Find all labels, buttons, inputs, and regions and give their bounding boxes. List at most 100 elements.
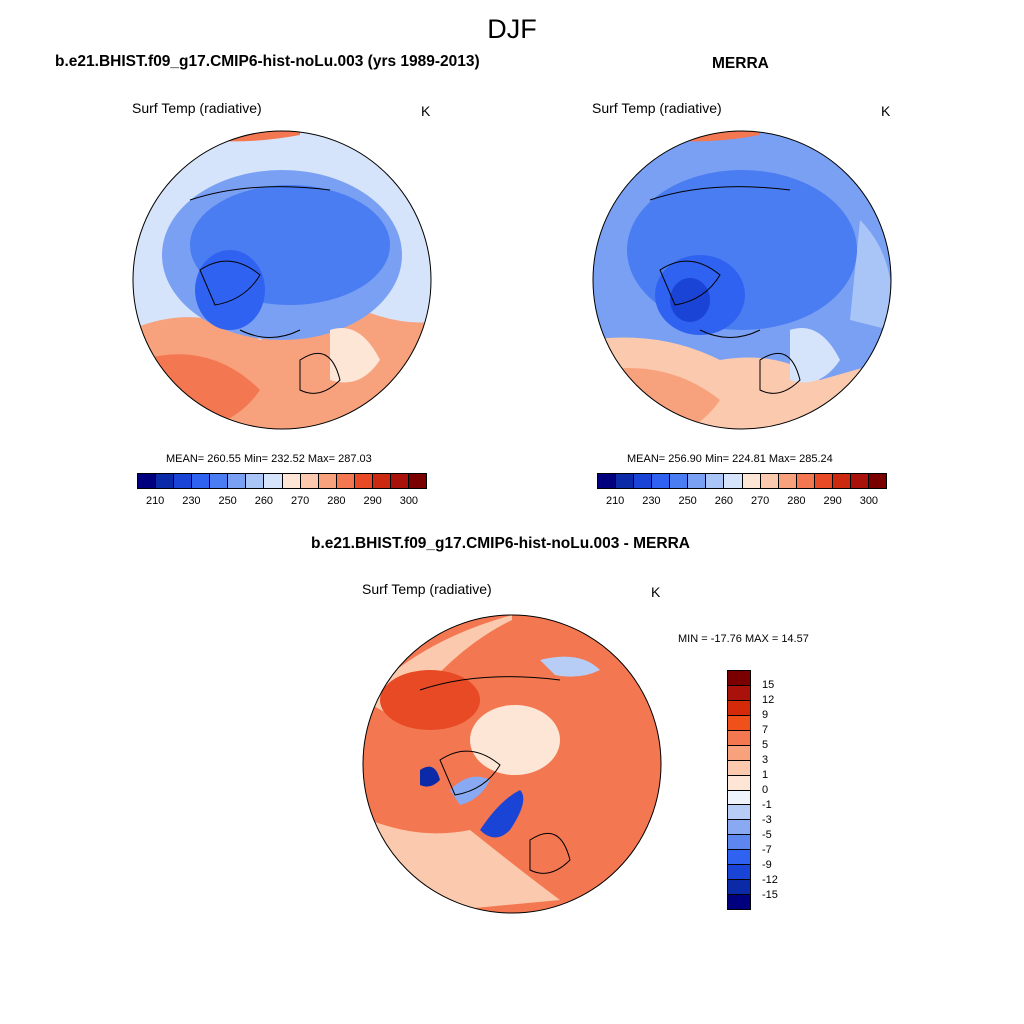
obs-stats: MEAN= 256.90 Min= 224.81 Max= 285.24 [627, 453, 833, 465]
diff-colorbar-swatch [728, 880, 750, 896]
diff-colorbar-swatch [728, 895, 750, 909]
diff-map-border [362, 614, 662, 914]
diff-colorbar-tick-label: -15 [762, 889, 778, 901]
obs-colorbar-tick-label: 250 [678, 495, 697, 507]
diff-colorbar-swatch [728, 850, 750, 866]
diff-colorbar-swatch [728, 700, 750, 716]
figure-title: DJF [487, 14, 537, 44]
model-colorbar-tick-label: 230 [182, 495, 201, 507]
obs-colorbar-swatch [652, 474, 671, 488]
obs-colorbar-swatch [724, 474, 743, 488]
obs-colorbar-tick-label: 280 [787, 495, 806, 507]
diff-colorbar-tick-label: 15 [762, 679, 775, 691]
obs-colorbar-swatch [778, 474, 797, 488]
obs-colorbar-swatch [868, 474, 886, 488]
obs-colorbar-swatch [670, 474, 689, 488]
model-map [133, 131, 431, 429]
diff-colorbar-tick-label: 3 [762, 754, 769, 766]
obs-colorbar-swatch [688, 474, 707, 488]
diff-colorbar-swatch [728, 715, 750, 731]
model-colorbar-swatch [390, 474, 409, 488]
model-colorbar-swatch [354, 474, 373, 488]
diff-colorbar-swatch [728, 820, 750, 836]
obs-colorbar-swatch [832, 474, 851, 488]
diff-variable-label: Surf Temp (radiative) [362, 581, 492, 597]
model-colorbar-swatch [174, 474, 193, 488]
model-colorbar-swatch [318, 474, 337, 488]
model-colorbar-swatch [246, 474, 265, 488]
diff-colorbar-tick-label: 12 [762, 694, 775, 706]
model-colorbar-swatch [336, 474, 355, 488]
obs-colorbar-tick-label: 230 [642, 495, 661, 507]
obs-colorbar-tick-label: 290 [823, 495, 842, 507]
obs-variable-label: Surf Temp (radiative) [592, 100, 722, 116]
model-colorbar-swatch [156, 474, 175, 488]
model-colorbar-tick-label: 300 [399, 495, 419, 507]
obs-colorbar-swatch [796, 474, 815, 488]
diff-colorbar-tick-label: 5 [762, 739, 769, 751]
model-variable-label: Surf Temp (radiative) [132, 100, 262, 116]
obs-colorbar-swatch [742, 474, 761, 488]
obs-colorbar [597, 473, 887, 489]
diff-map [363, 615, 661, 913]
obs-colorbar-swatch [634, 474, 653, 488]
diff-colorbar-swatch [728, 685, 750, 701]
diff-colorbar-swatch [728, 775, 750, 791]
diff-colorbar-swatch [728, 730, 750, 746]
model-colorbar-swatch [228, 474, 247, 488]
diff-colorbar-tick-label: 0 [762, 784, 769, 796]
diff-colorbar [727, 670, 751, 910]
diff-colorbar-swatch [728, 835, 750, 851]
model-colorbar-tick-label: 250 [218, 495, 237, 507]
model-colorbar-tick-label: 270 [290, 495, 310, 507]
diff-units-label: K [651, 584, 661, 600]
diff-colorbar-tick-label: -9 [762, 859, 772, 871]
obs-colorbar-swatch [760, 474, 779, 488]
obs-colorbar-swatch [814, 474, 833, 488]
obs-colorbar-tick-label: 210 [605, 495, 625, 507]
model-colorbar-tick-label: 260 [254, 495, 274, 507]
model-map-border [132, 130, 432, 430]
diff-colorbar-tick-label: -7 [762, 844, 772, 856]
diff-stats: MIN = -17.76 MAX = 14.57 [678, 633, 809, 645]
model-colorbar-swatch [408, 474, 426, 488]
obs-colorbar-swatch [598, 474, 617, 488]
model-colorbar-swatch [300, 474, 319, 488]
obs-colorbar-tick-label: 270 [750, 495, 770, 507]
diff-colorbar-swatch [728, 805, 750, 821]
diff-colorbar-tick-label: -3 [762, 814, 772, 826]
diff-colorbar-swatch [728, 671, 750, 686]
diff-colorbar-tick-label: 7 [762, 724, 769, 736]
obs-colorbar-swatch [616, 474, 635, 488]
model-colorbar-swatch [210, 474, 229, 488]
model-units-label: K [421, 103, 431, 119]
obs-colorbar-tick-label: 260 [714, 495, 734, 507]
model-colorbar-swatch [372, 474, 391, 488]
model-colorbar-swatch [282, 474, 301, 488]
obs-units-label: K [881, 103, 891, 119]
diff-colorbar-swatch [728, 760, 750, 776]
model-stats: MEAN= 260.55 Min= 232.52 Max= 287.03 [166, 453, 372, 465]
obs-map [593, 131, 891, 429]
diff-colorbar-swatch [728, 865, 750, 881]
diff-colorbar-tick-label: -12 [762, 874, 778, 886]
obs-map-border [592, 130, 892, 430]
diff-colorbar-tick-label: 1 [762, 769, 769, 781]
diff-colorbar-swatch [728, 790, 750, 806]
obs-colorbar-swatch [850, 474, 869, 488]
diff-colorbar-swatch [728, 745, 750, 761]
model-colorbar-swatch [264, 474, 283, 488]
diff-colorbar-tick-label: -1 [762, 799, 772, 811]
model-panel-title: b.e21.BHIST.f09_g17.CMIP6-hist-noLu.003 … [55, 53, 480, 70]
diff-colorbar-tick-label: 9 [762, 709, 769, 721]
diff-panel-title: b.e21.BHIST.f09_g17.CMIP6-hist-noLu.003 … [311, 535, 690, 552]
model-colorbar-swatch [138, 474, 157, 488]
model-colorbar-tick-label: 290 [363, 495, 382, 507]
obs-colorbar-tick-label: 300 [859, 495, 879, 507]
model-colorbar-tick-label: 280 [327, 495, 346, 507]
model-colorbar-tick-label: 210 [145, 495, 165, 507]
obs-colorbar-swatch [706, 474, 725, 488]
model-colorbar [137, 473, 427, 489]
model-colorbar-swatch [192, 474, 211, 488]
